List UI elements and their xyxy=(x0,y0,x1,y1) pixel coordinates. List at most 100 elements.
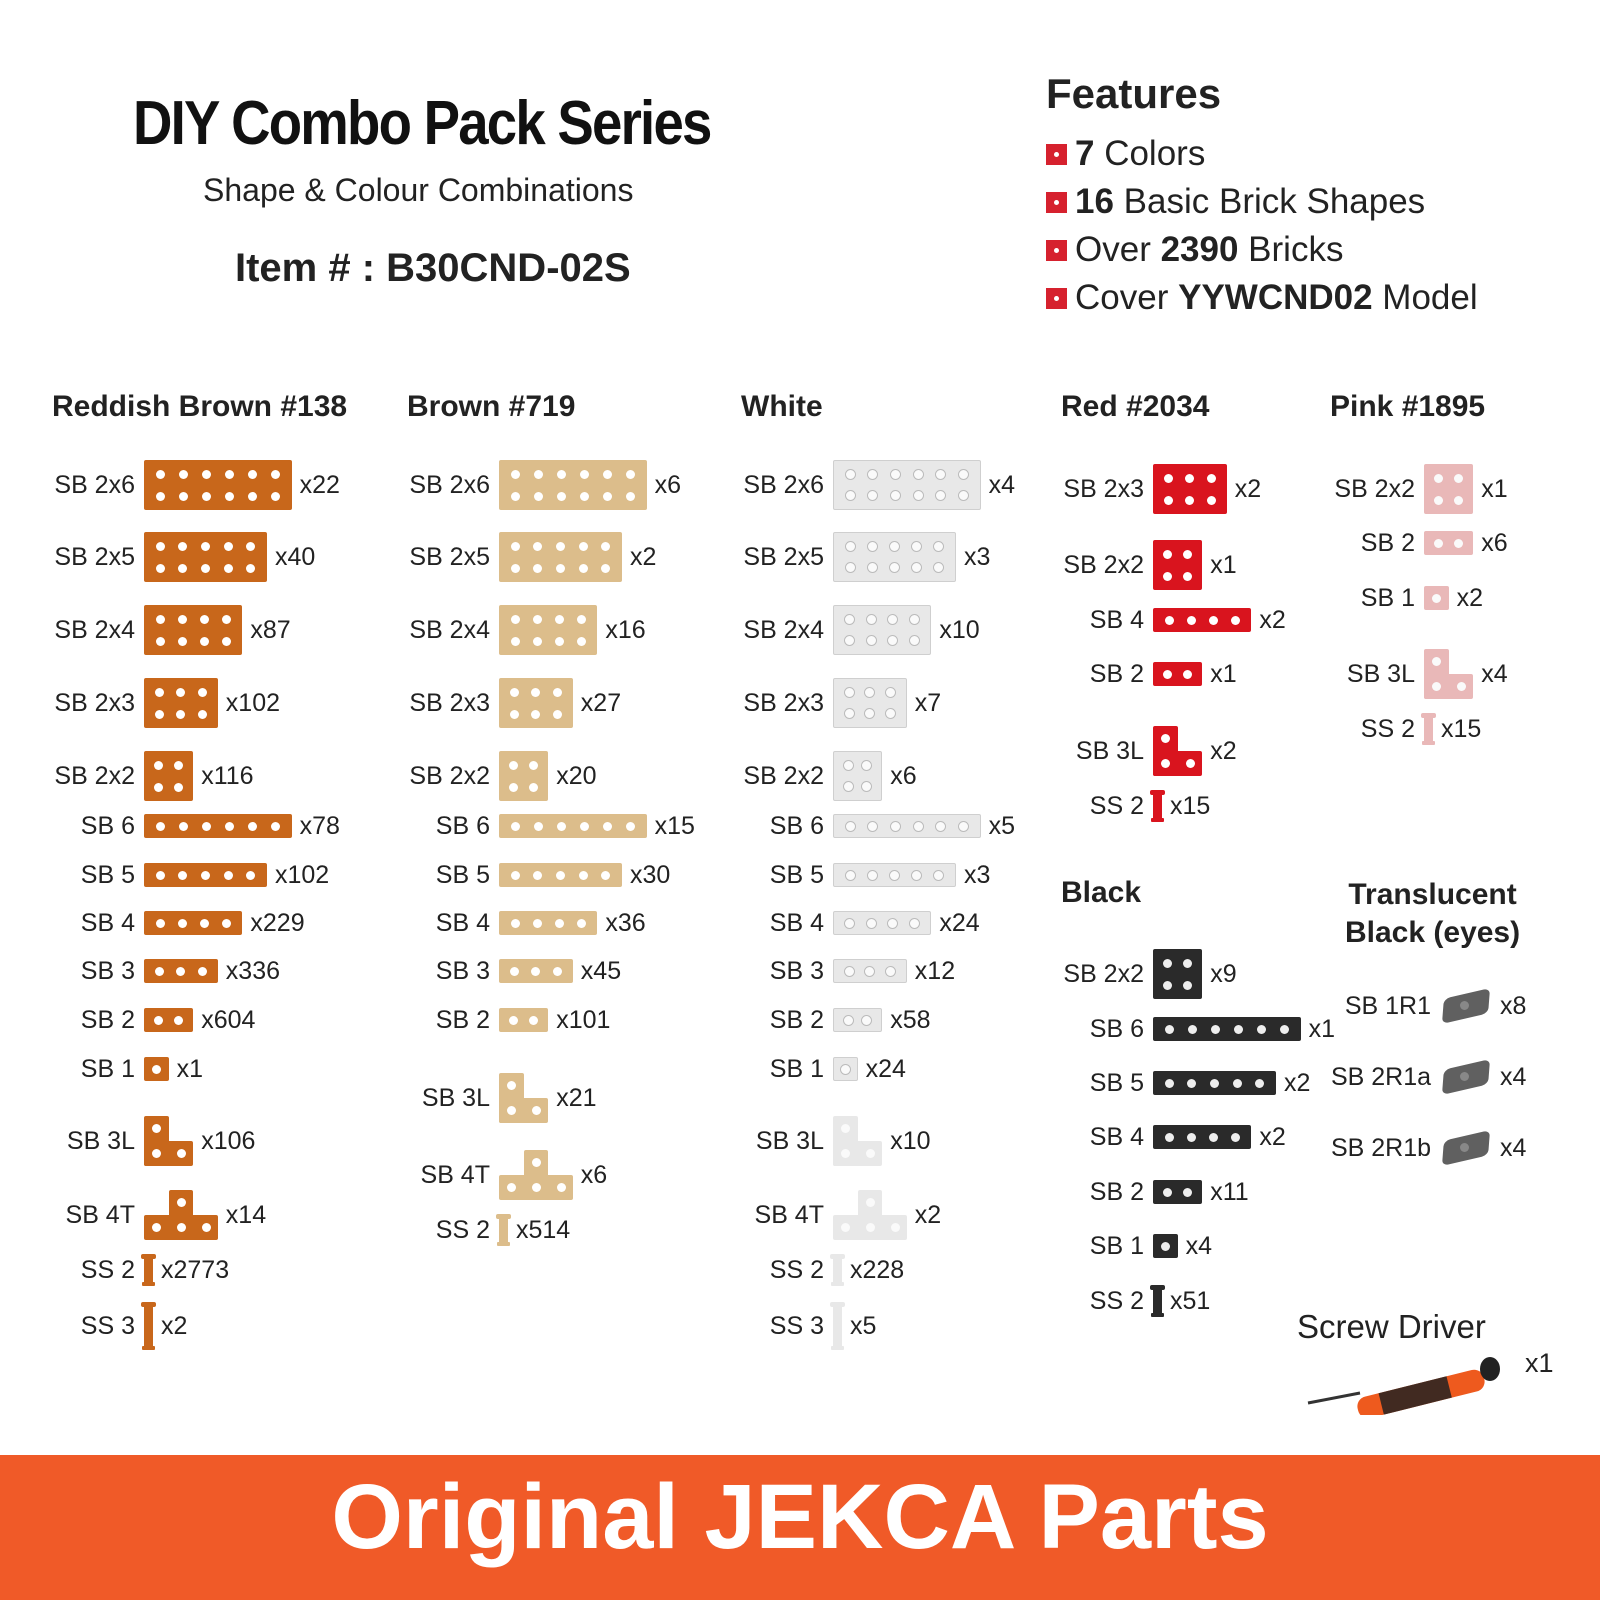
part-row: SB 1 x4 xyxy=(1013,1221,1212,1271)
bullet-icon xyxy=(1046,143,1067,165)
part-row: SB 2x6 x6 xyxy=(359,460,681,510)
stud-hole xyxy=(625,821,635,831)
stud-hole xyxy=(200,870,210,880)
screw-icon xyxy=(1421,713,1436,745)
brick-t-shape xyxy=(833,1190,907,1240)
stud-hole xyxy=(576,918,586,928)
stud-hole xyxy=(1163,669,1173,679)
part-row: SB 4T x14 xyxy=(4,1190,266,1240)
part-row: SB 6 x78 xyxy=(4,801,340,851)
stud-hole xyxy=(176,1149,186,1158)
part-quantity: x4 xyxy=(1185,1231,1212,1260)
part-quantity: x102 xyxy=(275,860,330,889)
part-label: SB 2x3 xyxy=(743,688,824,717)
brick-l-shape xyxy=(1424,649,1474,699)
part-label: SB 2 xyxy=(435,1005,490,1034)
brick-l-shape xyxy=(499,1073,549,1123)
stud-hole xyxy=(1182,549,1192,559)
part-label: SB 4 xyxy=(769,908,824,937)
stud-hole xyxy=(844,869,856,881)
stud-hole xyxy=(1460,1072,1469,1081)
part-row: SB 5 x3 xyxy=(693,850,991,900)
brick-plate xyxy=(144,959,218,983)
stud-hole xyxy=(841,1149,851,1158)
part-row: SS 2 x15 xyxy=(1284,704,1481,754)
stud-hole xyxy=(844,562,856,573)
stud-hole xyxy=(1185,759,1195,768)
brick-l-shape xyxy=(833,1116,883,1166)
part-label: SB 4T xyxy=(754,1200,824,1229)
stud-hole xyxy=(531,709,541,719)
feature-value: 2390 xyxy=(1160,230,1239,269)
stud-hole xyxy=(867,490,879,501)
part-row: SB 1 x2 xyxy=(1284,573,1483,623)
stud-hole xyxy=(1206,495,1216,505)
stud-hole xyxy=(1164,1024,1174,1034)
part-quantity: x10 xyxy=(939,615,980,644)
part-quantity: x4 xyxy=(1500,1062,1527,1091)
stud-hole xyxy=(935,820,947,832)
stud-hole xyxy=(1232,1078,1242,1088)
brick-plate xyxy=(144,1008,194,1032)
part-row: SB 1R1 x8 xyxy=(1300,981,1526,1031)
brick-plate xyxy=(499,751,549,801)
part-label: SB 2 xyxy=(1360,528,1415,557)
part-label: SB 3L xyxy=(1075,736,1144,765)
stud-hole xyxy=(552,709,562,719)
part-label: SB 5 xyxy=(1089,1068,1144,1097)
stud-hole xyxy=(270,469,280,479)
stud-hole xyxy=(176,1198,186,1207)
stud-hole xyxy=(155,870,165,880)
stud-hole xyxy=(864,687,876,698)
stud-hole xyxy=(844,469,856,480)
part-label: SB 2x2 xyxy=(409,761,490,790)
part-quantity: x87 xyxy=(250,615,291,644)
brick-plate xyxy=(833,678,907,728)
part-row: SB 2x4 x10 xyxy=(693,605,980,655)
part-quantity: x2 xyxy=(914,1200,942,1229)
part-quantity: x78 xyxy=(299,811,340,840)
stud-hole xyxy=(957,469,969,480)
stud-hole xyxy=(888,562,900,573)
part-quantity: x12 xyxy=(914,956,956,985)
part-label: SB 6 xyxy=(1089,1014,1144,1043)
stud-hole xyxy=(532,614,542,624)
stud-hole xyxy=(844,541,856,552)
column-title-pink: Pink #1895 xyxy=(1330,390,1486,423)
stud-hole xyxy=(842,760,854,771)
stud-hole xyxy=(199,918,209,928)
part-quantity: x2 xyxy=(1456,583,1483,612)
stud-hole xyxy=(1208,615,1218,625)
part-quantity: x2 xyxy=(630,542,657,571)
stud-hole xyxy=(1432,657,1442,666)
part-quantity: x4 xyxy=(1500,1133,1527,1162)
stud-hole xyxy=(843,965,855,977)
part-row: SS 3 x2 xyxy=(4,1301,187,1351)
part-quantity: x6 xyxy=(1481,528,1508,557)
part-label: SS 3 xyxy=(80,1311,135,1340)
part-row: SB 5 x102 xyxy=(4,850,329,900)
stud-hole xyxy=(247,491,257,501)
stud-hole xyxy=(1434,473,1444,483)
stud-hole xyxy=(909,917,921,929)
stud-hole xyxy=(509,1015,519,1025)
stud-hole xyxy=(154,1015,164,1025)
stud-hole xyxy=(911,869,923,881)
brick-plate xyxy=(1153,608,1252,632)
stud-hole xyxy=(510,687,520,697)
brick-plate xyxy=(833,959,907,983)
feature-item: Over 2390 Bricks xyxy=(1046,230,1343,270)
stud-hole xyxy=(531,1158,541,1167)
stud-hole xyxy=(842,781,854,792)
brick-plate xyxy=(144,751,194,801)
stud-hole xyxy=(510,491,520,501)
brick-plate xyxy=(144,460,292,510)
part-row: SB 2x4 x16 xyxy=(359,605,646,655)
stud-hole xyxy=(155,541,165,551)
stud-hole xyxy=(602,469,612,479)
screw-icon xyxy=(1150,1285,1165,1317)
stud-hole xyxy=(554,918,564,928)
part-row: SB 1 x1 xyxy=(4,1044,203,1094)
brick-plate xyxy=(499,863,622,887)
brick-l-shape xyxy=(1153,726,1203,776)
